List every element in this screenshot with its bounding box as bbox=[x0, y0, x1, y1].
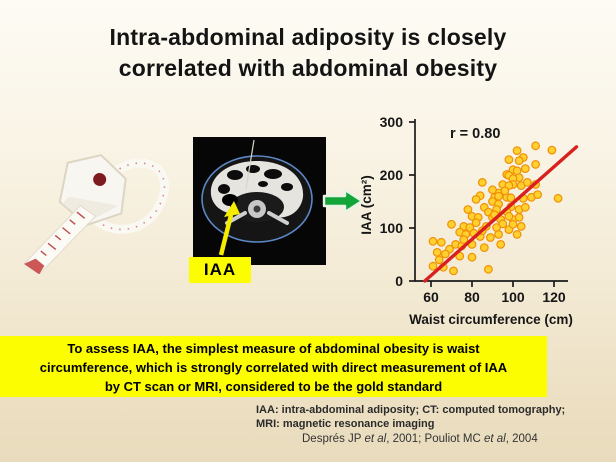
scatter-plot: r = 0.80 0 100 200 300 60 80 100 120 Wai… bbox=[359, 114, 579, 327]
data-point bbox=[465, 223, 475, 232]
citation-part: Després JP bbox=[302, 433, 365, 445]
tape-strip-marks bbox=[40, 211, 86, 257]
y-tick-300: 300 bbox=[380, 114, 404, 130]
data-point bbox=[467, 252, 477, 262]
x-tick-80: 80 bbox=[464, 289, 480, 305]
citation-part: , 2001; Pouliot MC bbox=[386, 433, 484, 445]
data-point bbox=[471, 194, 481, 204]
x-tick-120: 120 bbox=[542, 289, 566, 305]
data-point bbox=[512, 146, 522, 155]
data-point bbox=[504, 155, 514, 164]
correlation-label: r = 0.80 bbox=[450, 126, 500, 142]
x-tick-60: 60 bbox=[423, 289, 439, 305]
data-point bbox=[449, 266, 458, 276]
y-tick-200: 200 bbox=[380, 167, 404, 183]
data-point bbox=[516, 221, 526, 231]
highlight-line2: circumference, which is strongly correla… bbox=[39, 360, 508, 375]
trend-line bbox=[423, 145, 579, 283]
green-right-arrow-icon bbox=[322, 188, 364, 214]
iaa-label: IAA bbox=[189, 257, 251, 283]
data-point bbox=[434, 255, 444, 265]
data-point bbox=[440, 249, 450, 259]
data-point bbox=[547, 145, 557, 155]
iaa-arrow-shaft bbox=[218, 214, 234, 256]
x-axis-title: Waist circumference (cm) bbox=[409, 312, 573, 327]
x-tick-100: 100 bbox=[501, 289, 525, 305]
data-point bbox=[533, 190, 543, 199]
data-point bbox=[477, 177, 487, 187]
data-point bbox=[520, 202, 530, 212]
ct-iaa-region bbox=[222, 194, 238, 206]
data-point bbox=[520, 164, 530, 173]
data-point bbox=[459, 235, 469, 245]
data-point bbox=[485, 233, 495, 242]
data-point bbox=[512, 229, 522, 239]
abdominal-ct-scan-image bbox=[193, 137, 326, 265]
citation-part: , 2004 bbox=[505, 433, 538, 445]
data-point bbox=[553, 193, 563, 203]
data-point bbox=[494, 229, 504, 239]
data-point bbox=[522, 177, 532, 187]
highlight-statement-box: To assess IAA, the simplest measure of a… bbox=[0, 336, 547, 397]
ct-pointer-line bbox=[245, 139, 255, 190]
data-point bbox=[447, 219, 456, 229]
slide-title-line1: Intra-abdominal adiposity is closely bbox=[109, 24, 507, 50]
data-point bbox=[471, 218, 481, 228]
data-point bbox=[500, 186, 510, 196]
data-point bbox=[504, 211, 514, 221]
data-point bbox=[432, 247, 442, 257]
highlight-line1: To assess IAA, the simplest measure of a… bbox=[67, 341, 480, 356]
data-point bbox=[531, 141, 541, 151]
data-point bbox=[531, 160, 541, 169]
data-point bbox=[428, 261, 438, 271]
tape-measure-photo bbox=[23, 154, 169, 274]
data-point bbox=[483, 264, 493, 274]
data-point bbox=[488, 185, 497, 195]
tape-strip-tip bbox=[24, 258, 45, 274]
data-point bbox=[506, 193, 516, 203]
data-point bbox=[508, 219, 518, 229]
y-tick-0: 0 bbox=[395, 273, 403, 289]
tape-strip bbox=[23, 205, 97, 274]
highlight-line3: by CT scan or MRI, considered to be the … bbox=[104, 379, 443, 394]
data-point bbox=[496, 239, 506, 249]
slide-title: Intra-abdominal adiposity is closely cor… bbox=[0, 22, 616, 84]
data-point bbox=[498, 219, 508, 229]
data-point bbox=[463, 205, 473, 214]
tape-case-shadow bbox=[61, 196, 119, 224]
data-point bbox=[436, 237, 446, 247]
data-point bbox=[479, 243, 489, 253]
footnote-line2: MRI: magnetic resonance imaging bbox=[256, 418, 435, 430]
data-point bbox=[514, 156, 524, 166]
y-tick-100: 100 bbox=[380, 220, 404, 236]
tape-case-dot bbox=[93, 172, 107, 186]
abbreviations-footnote: IAA: intra-abdominal adiposity; CT: comp… bbox=[256, 403, 606, 431]
axes bbox=[409, 119, 568, 287]
tape-loop-marks bbox=[97, 162, 166, 231]
data-point bbox=[514, 212, 524, 222]
footnote-line1: IAA: intra-abdominal adiposity; CT: comp… bbox=[256, 404, 566, 416]
citation-etal: et al bbox=[484, 433, 506, 445]
slide-title-line2: correlated with abdominal obesity bbox=[118, 55, 498, 81]
citation: Després JP et al, 2001; Pouliot MC et al… bbox=[302, 433, 602, 445]
citation-etal: et al bbox=[364, 433, 387, 445]
y-axis-title: IAA (cm²) bbox=[359, 175, 374, 235]
data-point bbox=[428, 236, 438, 246]
ct-vertebra-canal bbox=[253, 205, 261, 213]
iaa-arrow-head bbox=[224, 201, 240, 217]
scatter-points bbox=[428, 141, 563, 276]
